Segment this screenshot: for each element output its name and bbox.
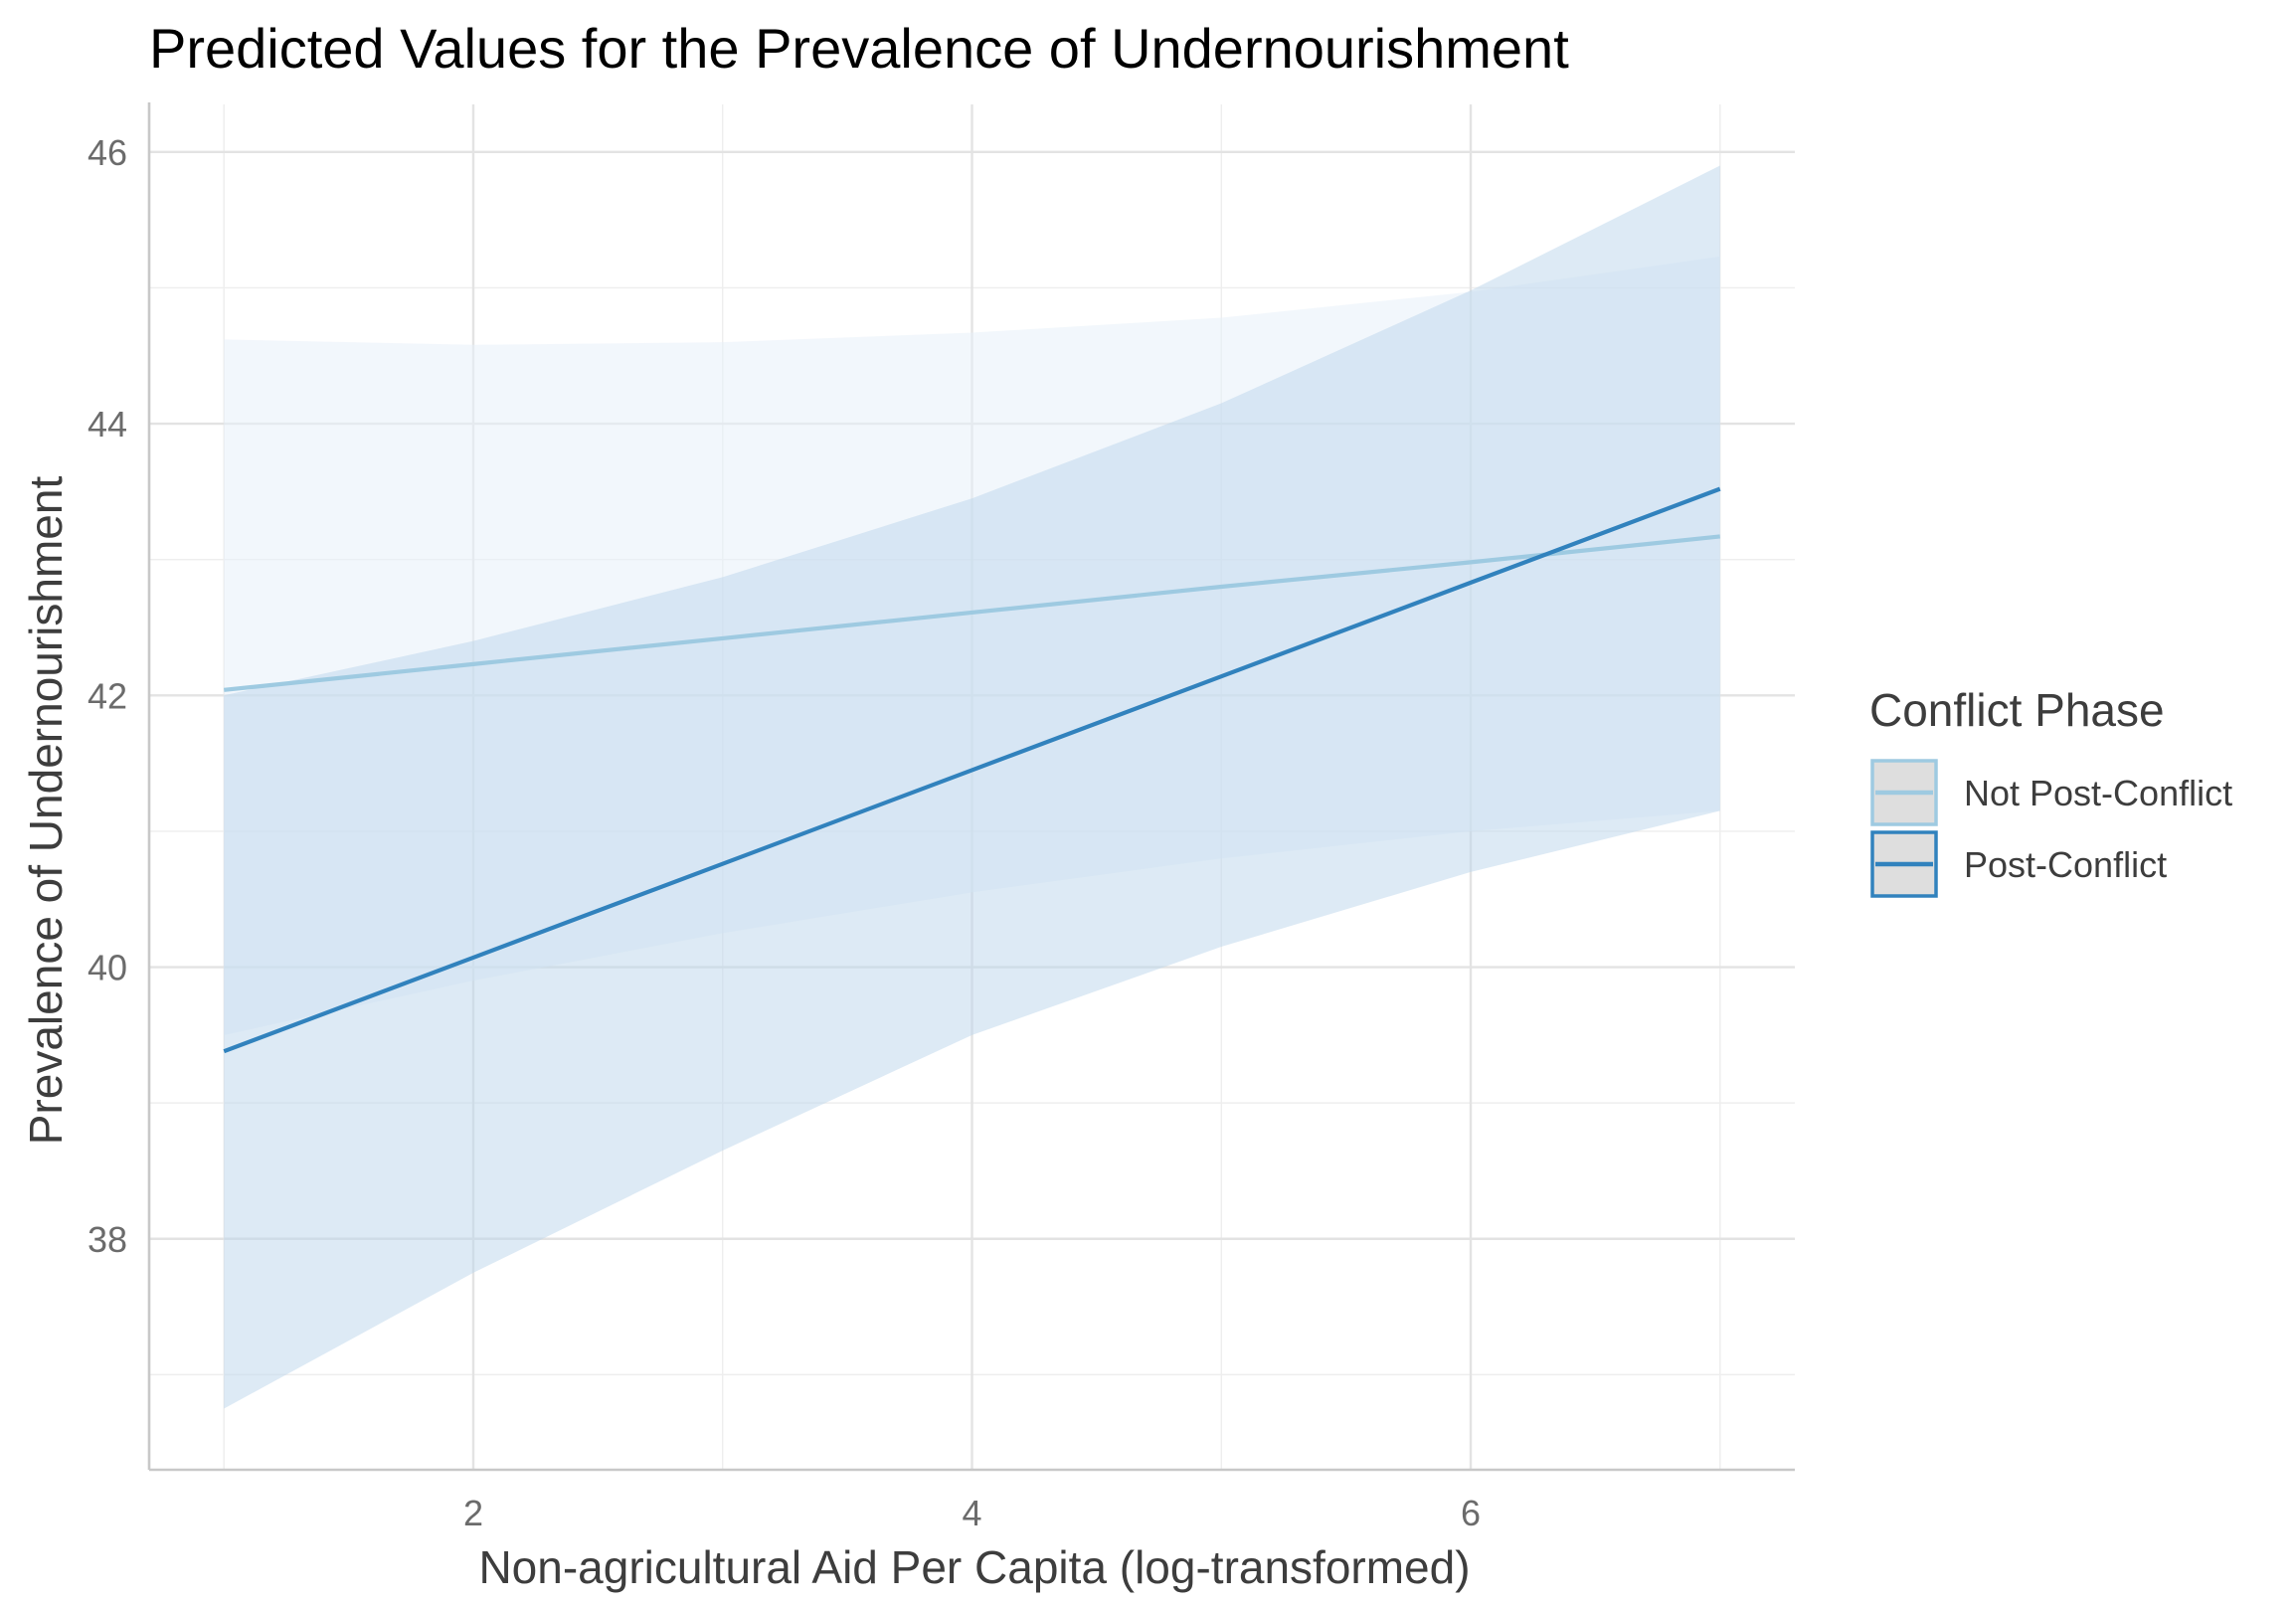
confidence-ribbon [224,165,1720,1409]
series-line [223,486,1721,1054]
x-tick-label: 6 [1461,1493,1481,1533]
y-tick-labels: 38 40 42 44 46 [88,132,127,1260]
x-tick-label: 4 [962,1493,981,1533]
y-tick-label: 40 [88,948,127,988]
y-axis-title: Prevalence of Undernourishment [20,476,72,1146]
y-tick-label: 44 [88,404,127,445]
y-tick-label: 42 [88,675,127,716]
y-tick-label: 46 [88,132,127,173]
x-tick-label: 2 [463,1493,483,1533]
legend: Conflict Phase Not Post-Conflict Post-Con… [1869,684,2232,898]
chart-title: Predicted Values for the Prevalence of U… [149,17,1569,80]
legend-title: Conflict Phase [1869,684,2165,736]
confidence-ribbons [224,165,1720,1409]
axes [147,102,1795,1472]
legend-item: Not Post-Conflict [1870,759,2232,826]
series-line [224,534,1720,692]
legend-label: Post-Conflict [1964,844,2167,885]
y-tick-label: 38 [88,1219,127,1260]
x-tick-labels: 2 4 6 [463,1493,1481,1533]
legend-item: Post-Conflict [1870,830,2167,898]
series-lines [223,486,1721,1054]
legend-label: Not Post-Conflict [1964,773,2232,813]
x-axis-title: Non-agricultural Aid Per Capita (log-tra… [478,1541,1470,1593]
